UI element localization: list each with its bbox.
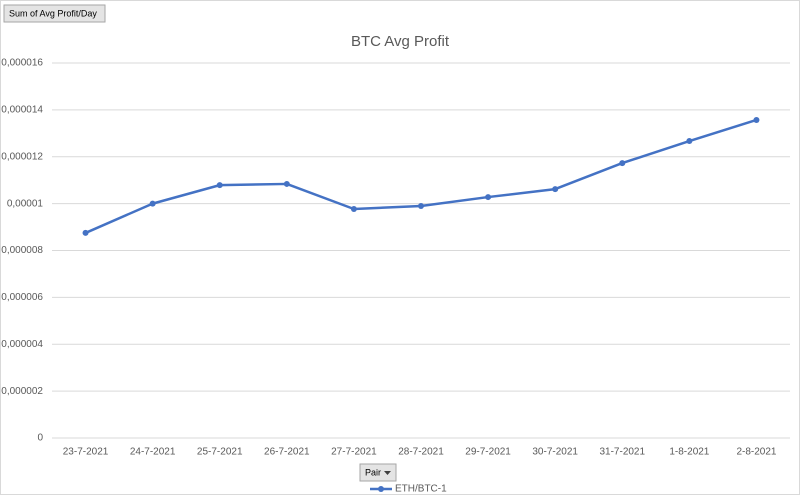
data-point — [753, 116, 760, 123]
pair-button[interactable] — [359, 463, 397, 482]
legend-label: ETH/BTC-1 — [395, 484, 447, 495]
y-tick-label: 0,000014 — [1, 105, 43, 116]
x-tick-label: 26-7-2021 — [264, 447, 310, 458]
x-tick-label: 23-7-2021 — [63, 447, 109, 458]
x-tick-label: 30-7-2021 — [532, 447, 578, 458]
y-tick-label: 0,000016 — [1, 58, 43, 69]
x-tick-label: 2-8-2021 — [736, 447, 776, 458]
x-tick-label: 1-8-2021 — [669, 447, 709, 458]
data-point — [149, 200, 156, 207]
pair-button-label[interactable]: Pair — [365, 467, 381, 477]
data-point — [619, 160, 626, 167]
data-point — [686, 138, 693, 145]
y-tick-label: 0,000008 — [1, 245, 43, 256]
x-tick-label: 31-7-2021 — [599, 447, 645, 458]
field-button[interactable] — [3, 4, 106, 23]
data-point — [283, 180, 290, 187]
x-tick-label: 24-7-2021 — [130, 447, 176, 458]
legend-marker — [378, 486, 384, 492]
data-point — [82, 229, 89, 236]
y-tick-label: 0,00001 — [7, 198, 44, 209]
y-tick-label: 0 — [37, 433, 43, 444]
y-tick-label: 0,000012 — [1, 151, 43, 162]
x-tick-label: 28-7-2021 — [398, 447, 444, 458]
field-button-label[interactable]: Sum of Avg Profit/Day — [9, 8, 97, 18]
y-tick-label: 0,000006 — [1, 292, 43, 303]
data-point — [418, 202, 424, 209]
x-tick-label: 27-7-2021 — [331, 447, 377, 458]
data-point — [485, 194, 492, 201]
y-tick-label: 0,000002 — [1, 386, 43, 397]
data-point — [216, 182, 223, 189]
data-point — [552, 186, 559, 193]
x-tick-label: 25-7-2021 — [197, 447, 243, 458]
y-tick-label: 0,000004 — [1, 339, 43, 350]
chart-title: BTC Avg Profit — [351, 33, 450, 50]
x-tick-label: 29-7-2021 — [465, 447, 511, 458]
data-point — [350, 206, 357, 213]
dropdown-arrow[interactable] — [384, 471, 391, 475]
